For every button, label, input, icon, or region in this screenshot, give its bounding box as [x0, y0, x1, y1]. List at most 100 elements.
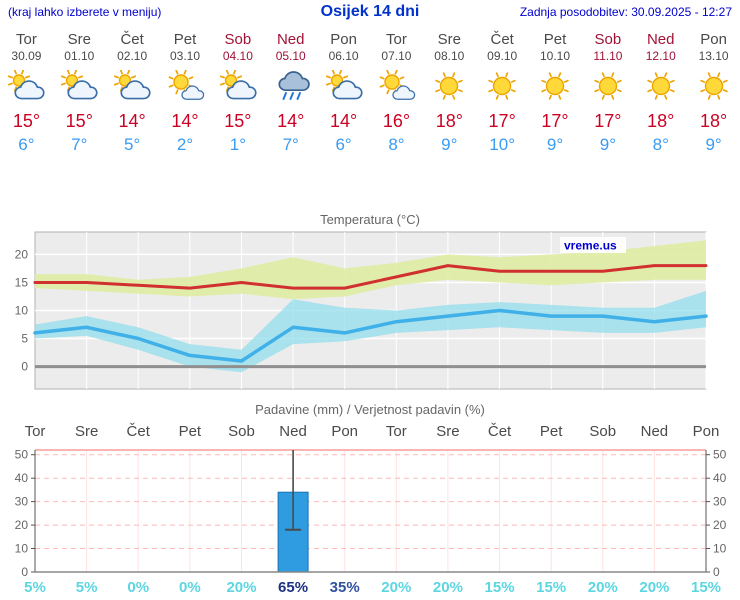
day-low-temp: 7° — [282, 135, 299, 154]
day-high-temp: 18° — [647, 111, 675, 131]
svg-text:40: 40 — [713, 471, 727, 485]
svg-text:0: 0 — [21, 565, 28, 579]
svg-text:50: 50 — [15, 448, 29, 462]
precip-day-label: Sre — [74, 423, 99, 440]
day-low-temp: 1° — [229, 135, 246, 154]
precip-chart-title: Padavine (mm) / Verjetnost padavin (%) — [255, 402, 485, 417]
day-high-temp: 14° — [171, 111, 199, 131]
day-date: 05.10 — [275, 49, 306, 63]
day-high-temp: 14° — [329, 111, 358, 131]
day-name: Ned — [276, 31, 305, 48]
day-high-temp: 17° — [488, 111, 516, 131]
day-name: Tor — [16, 31, 37, 48]
svg-text:40: 40 — [15, 471, 29, 485]
precip-probability: 15% — [536, 579, 567, 596]
svg-text:10: 10 — [15, 542, 29, 556]
watermark-text: vreme.us — [564, 239, 617, 253]
precip-probability: 0% — [127, 579, 150, 596]
precip-probability: 0% — [179, 579, 201, 596]
partly-cloudy-icon — [211, 69, 264, 104]
mostly-sunny-icon — [159, 69, 212, 104]
precip-day-label: Tor — [24, 423, 46, 440]
day-name: Pet — [173, 31, 197, 48]
precip-day-label: Čet — [126, 423, 150, 440]
rain-icon — [264, 70, 317, 104]
precipitation-chart: 0 0 10 10 20 20 30 30 40 40 50 50 — [0, 444, 740, 585]
precip-day-label: Čet — [487, 423, 512, 440]
forecast-day-02-10: Čet 02.10 14° 5° — [106, 31, 159, 155]
svg-text:50: 50 — [713, 448, 727, 462]
day-name: Sob — [224, 31, 252, 48]
temp-y-axis-labels: 0 5 10 15 20 — [15, 247, 29, 373]
watermark-bg — [560, 237, 626, 253]
day-low-temp: 7° — [71, 135, 88, 154]
forecast-day-08-10: Sre 08.10 18° 9° — [423, 31, 476, 155]
day-name: Pon — [700, 31, 727, 48]
precip-probability: 20% — [381, 579, 412, 596]
day-high-temp: 14° — [277, 111, 305, 131]
day-name: Pon — [330, 31, 357, 48]
forecast-day-07-10: Tor 07.10 16° 8° — [370, 31, 423, 155]
svg-text:5: 5 — [21, 332, 28, 346]
svg-text:0: 0 — [713, 565, 720, 579]
min-temp-line — [33, 308, 708, 363]
sunny-icon — [634, 70, 687, 104]
day-low-temp: 2° — [176, 135, 194, 154]
svg-text:10: 10 — [713, 542, 727, 556]
precip-probability: 35% — [329, 579, 360, 596]
day-date: 10.10 — [540, 49, 571, 63]
day-date: 02.10 — [117, 49, 148, 63]
forecast-day-03-10: Pet 03.10 14° 2° — [159, 31, 212, 155]
sunny-icon — [581, 70, 634, 104]
precip-probability: 15% — [484, 579, 515, 596]
precip-axes-labels: 0 0 10 10 20 20 30 30 40 40 50 50 — [15, 448, 727, 579]
day-high-temp: 17° — [541, 111, 569, 131]
temperature-chart: 0 5 10 15 20 vreme.us — [0, 226, 740, 403]
day-high-temp: 16° — [382, 111, 411, 131]
day-high-temp: 18° — [435, 111, 463, 131]
svg-text:15: 15 — [15, 276, 29, 290]
mostly-sunny-icon — [370, 69, 423, 104]
forecast-days-row: Tor 30.09 15° 6° Sre 01.10 15° 7° Čet 02.10 14° 5° P… — [0, 31, 740, 155]
day-low-temp: 9° — [599, 135, 617, 154]
forecast-day-11-10: Sob 11.10 17° 9° — [581, 31, 634, 155]
forecast-day-30-09: Tor 30.09 15° 6° — [0, 31, 53, 155]
partly-cloudy-icon — [53, 69, 106, 104]
day-low-temp: 10° — [489, 135, 516, 154]
precip-probability: 20% — [587, 579, 618, 596]
precip-day-label: Pon — [692, 423, 720, 440]
precip-day-label: Pon — [331, 423, 359, 440]
svg-text:30: 30 — [713, 495, 727, 509]
day-low-temp: 9° — [546, 135, 564, 154]
day-date: 08.10 — [434, 49, 465, 63]
precip-day-label: Sob — [589, 423, 617, 440]
forecast-day-12-10: Ned 12.10 18° 8° — [634, 31, 687, 155]
day-date: 11.10 — [593, 49, 623, 63]
day-low-temp: 5° — [124, 135, 141, 154]
precip-probability: 5% — [24, 579, 46, 596]
forecast-day-05-10: Ned 05.10 14° 7° — [264, 31, 317, 155]
day-low-temp: 9° — [705, 135, 722, 154]
sunny-icon — [529, 70, 582, 104]
day-high-temp: 14° — [118, 111, 146, 131]
day-name: Ned — [646, 31, 675, 48]
menu-hint-note: (kraj lahko izberete v meniju) — [8, 5, 162, 19]
precip-probability: 65% — [278, 579, 309, 596]
day-name: Sre — [437, 31, 461, 48]
day-name: Sre — [67, 31, 91, 48]
precip-day-label: Pet — [178, 423, 202, 440]
forecast-day-09-10: Čet 09.10 17° 10° — [476, 31, 529, 155]
precip-probability: 15% — [690, 579, 722, 596]
day-name: Tor — [386, 31, 407, 48]
last-update-text: Zadnja posodobitev: 30.09.2025 - 12:27 — [519, 5, 732, 19]
partly-cloudy-icon — [106, 69, 159, 104]
day-high-temp: 17° — [594, 111, 622, 131]
day-date: 30.09 — [11, 49, 42, 63]
day-high-temp: 15° — [224, 111, 252, 131]
svg-text:0: 0 — [21, 360, 28, 374]
precip-probability: 20% — [639, 579, 670, 596]
day-high-temp: 15° — [12, 111, 41, 131]
precip-day-label: Sre — [436, 423, 460, 440]
precip-day-label: Pet — [539, 423, 563, 440]
